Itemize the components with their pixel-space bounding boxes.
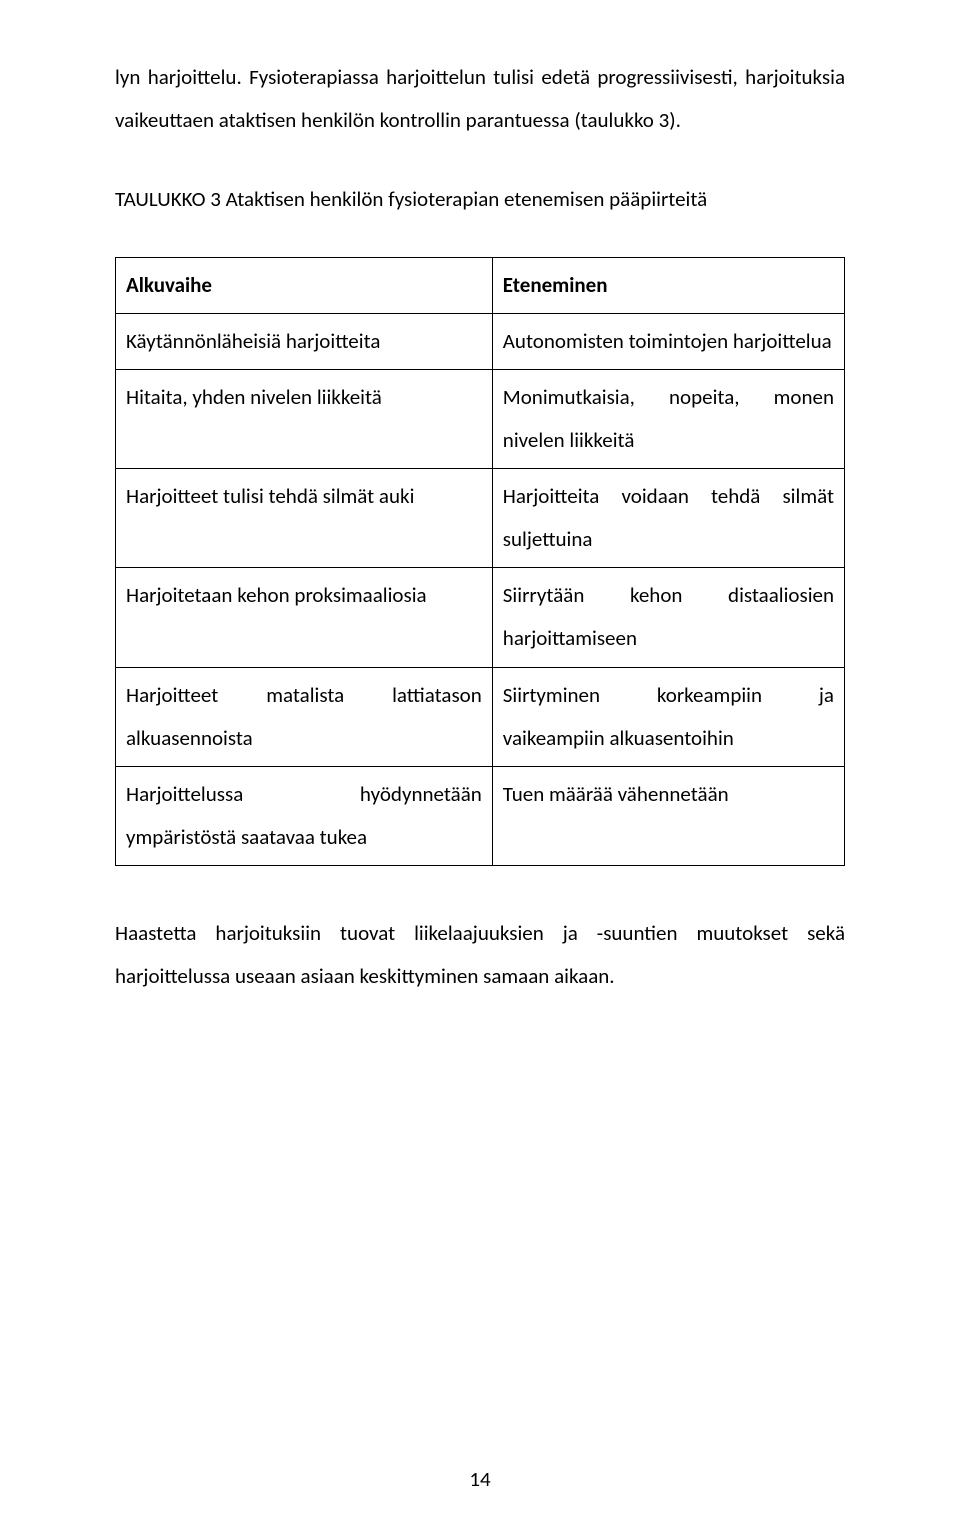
table-row: AlkuvaiheEteneminen	[116, 258, 845, 314]
intro-paragraph: lyn harjoittelu. Fysioterapiassa harjoit…	[115, 56, 845, 142]
table-cell-left: Harjoitteet tulisi tehdä silmät auki	[116, 469, 493, 568]
table-cell-right: Siirrytään kehon distaaliosien harjoitta…	[492, 568, 844, 667]
table-row: Harjoitteet tulisi tehdä silmät aukiHarj…	[116, 469, 845, 568]
table-caption: TAULUKKO 3 Ataktisen henkilön fysioterap…	[115, 178, 845, 221]
closing-paragraph: Haastetta harjoituksiin tuovat liikelaaj…	[115, 912, 845, 998]
table-cell-right: Eteneminen	[492, 258, 844, 314]
table-cell-right: Harjoitteita voidaan tehdä silmät suljet…	[492, 469, 844, 568]
table-cell-left: Harjoitteet matalista lattiatason alkuas…	[116, 667, 493, 766]
table-row: Harjoitetaan kehon proksimaaliosiaSiirry…	[116, 568, 845, 667]
table-row: Harjoitteet matalista lattiatason alkuas…	[116, 667, 845, 766]
table-cell-left: Harjoittelussa hyödynnetään ympäristöstä…	[116, 766, 493, 865]
table-cell-left: Alkuvaihe	[116, 258, 493, 314]
table-cell-right: Tuen määrää vähennetään	[492, 766, 844, 865]
table-cell-left: Käytännönläheisiä harjoitteita	[116, 314, 493, 370]
table-cell-right: Siirtyminen korkeampiin ja vaikeampiin a…	[492, 667, 844, 766]
progression-table: AlkuvaiheEteneminenKäytännönläheisiä har…	[115, 257, 845, 866]
table-cell-right: Monimutkaisia, nopeita, monen nivelen li…	[492, 370, 844, 469]
document-page: lyn harjoittelu. Fysioterapiassa harjoit…	[0, 0, 960, 1528]
table-row: Käytännönläheisiä harjoitteitaAutonomist…	[116, 314, 845, 370]
table-row: Hitaita, yhden nivelen liikkeitäMonimutk…	[116, 370, 845, 469]
table-row: Harjoittelussa hyödynnetään ympäristöstä…	[116, 766, 845, 865]
table-cell-right: Autonomisten toimintojen harjoittelua	[492, 314, 844, 370]
table-cell-left: Harjoitetaan kehon proksimaaliosia	[116, 568, 493, 667]
page-number: 14	[0, 1466, 960, 1492]
table-cell-left: Hitaita, yhden nivelen liikkeitä	[116, 370, 493, 469]
